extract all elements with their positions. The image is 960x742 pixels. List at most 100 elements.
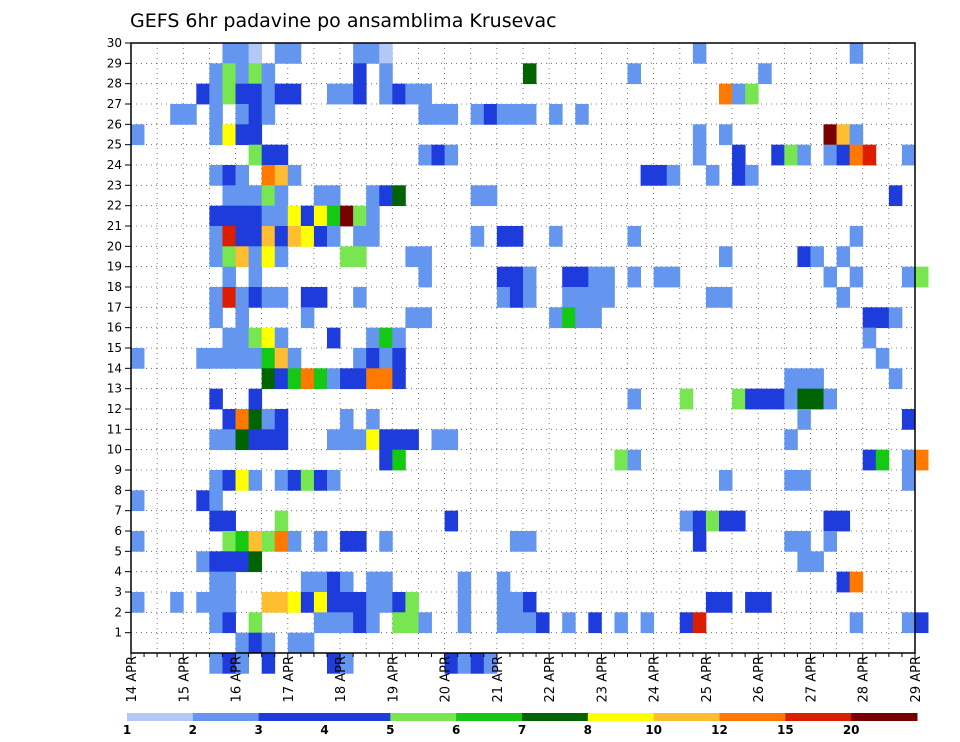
precip-cell [588, 612, 602, 634]
precip-cell [784, 470, 798, 491]
y-tick-label: 25 [107, 138, 122, 152]
precip-cell [340, 653, 354, 674]
precip-cell [444, 653, 459, 674]
x-tick-label: 29 APR [909, 656, 924, 702]
precip-cell [509, 104, 524, 125]
precip-cell [261, 368, 276, 390]
precip-cell [300, 470, 315, 491]
colorbar-swatch [324, 713, 391, 721]
y-tick-label: 16 [107, 321, 122, 335]
precip-cell [457, 653, 472, 674]
precip-cell [222, 429, 236, 451]
colorbar-swatch [127, 713, 194, 721]
precip-cell [732, 83, 746, 105]
precip-cell [274, 287, 289, 308]
precip-cell [222, 510, 236, 532]
precip-cell [836, 124, 851, 146]
precip-cell [261, 287, 276, 308]
precip-cell [771, 388, 785, 410]
precip-cell [261, 327, 276, 349]
precip-cell [340, 368, 354, 390]
precip-cell [405, 429, 419, 451]
precip-cell [562, 287, 576, 308]
precip-cell [745, 592, 759, 613]
y-tick-label: 1 [114, 626, 122, 640]
precip-cell [797, 531, 811, 552]
precip-cell [131, 124, 145, 146]
precip-cell [248, 266, 263, 288]
y-tick-label: 30 [107, 36, 122, 50]
precip-cell [797, 551, 811, 573]
x-tick-label: 25 APR [700, 656, 715, 702]
precip-cell [248, 327, 263, 349]
precip-cell [575, 287, 589, 308]
colorbar-label: 15 [777, 723, 794, 737]
precip-cell [261, 429, 276, 451]
x-tick-label: 26 APR [752, 656, 767, 702]
precip-cell [823, 510, 837, 532]
precip-cell [418, 104, 432, 125]
precip-cell [418, 144, 432, 166]
precip-cell [496, 287, 511, 308]
colorbar-label: 8 [584, 723, 592, 737]
precip-cell [483, 185, 498, 207]
precip-cell [719, 246, 733, 268]
precip-cell [274, 226, 289, 247]
precip-cell [915, 612, 929, 634]
precip-cell [209, 510, 223, 532]
colorbar-label: 20 [843, 723, 860, 737]
precip-cell [640, 165, 655, 186]
precip-cell [431, 144, 445, 166]
precip-cell [261, 348, 276, 369]
precip-cell [209, 388, 223, 410]
precip-cell [901, 266, 916, 288]
precip-cell [287, 43, 302, 64]
precip-cell [719, 83, 733, 105]
precip-cell [222, 551, 236, 573]
precip-cell [692, 124, 707, 146]
precip-cell [392, 185, 406, 207]
y-tick-label: 27 [107, 97, 122, 111]
precip-cell [300, 368, 315, 390]
precip-cell [222, 165, 236, 186]
precip-cell [366, 571, 380, 593]
precip-cell [509, 592, 524, 613]
colorbar-label: 1 [123, 723, 131, 737]
precip-cell [849, 124, 864, 146]
precip-cell [470, 185, 485, 207]
precip-cell [758, 592, 772, 613]
precip-cell [601, 287, 615, 308]
precip-cell [287, 205, 302, 227]
x-tick-label: 28 APR [857, 656, 872, 702]
colorbar-swatch [192, 713, 260, 721]
colorbar-label: 2 [189, 723, 197, 737]
precip-cell [444, 510, 459, 532]
precip-cell [536, 612, 550, 634]
precip-cell [222, 226, 236, 247]
precip-cell [300, 571, 315, 593]
precip-cell [496, 266, 511, 288]
precip-cell [392, 327, 406, 349]
precip-cell [915, 266, 929, 288]
precip-cell [209, 63, 223, 85]
precip-cell [327, 205, 341, 227]
precip-cell [222, 571, 236, 593]
precip-cell [287, 348, 302, 369]
precip-cell [758, 63, 772, 85]
precip-cell [745, 83, 759, 105]
precip-cell [836, 571, 851, 593]
precip-cell [287, 226, 302, 247]
precip-cell [209, 124, 223, 146]
precip-cell [797, 246, 811, 268]
precip-cell [235, 653, 249, 674]
precip-cell [313, 612, 328, 634]
precip-cell [692, 612, 707, 634]
precip-cell [392, 429, 406, 451]
precip-cell [496, 571, 511, 593]
precip-cell [300, 287, 315, 308]
precip-cell [353, 348, 367, 369]
precip-cell [209, 287, 223, 308]
precip-cell [327, 226, 341, 247]
y-tick-label: 8 [114, 483, 122, 497]
